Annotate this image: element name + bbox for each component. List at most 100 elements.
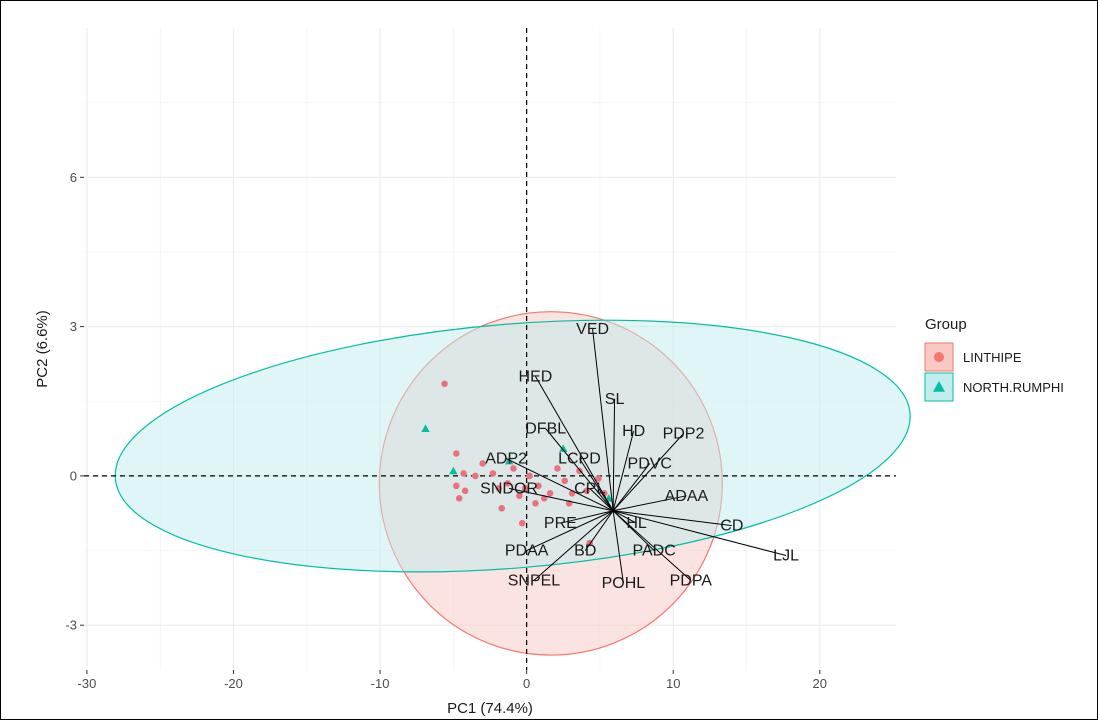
loading-arrow-hl	[612, 510, 637, 524]
point-linthipe	[472, 472, 479, 480]
point-linthipe	[546, 490, 554, 497]
loading-arrow-bd	[584, 510, 614, 551]
point-linthipe	[441, 380, 448, 388]
x-tick-label: -30	[78, 676, 97, 691]
point-north-rumphi	[559, 444, 568, 452]
loading-label-cd: CD	[720, 518, 743, 535]
point-linthipe	[495, 485, 503, 492]
point-linthipe	[526, 472, 533, 480]
point-linthipe	[479, 460, 486, 467]
legend-title: Group	[925, 316, 967, 333]
point-linthipe	[452, 450, 460, 457]
point-north-rumphi	[449, 466, 458, 475]
loading-vectors: VED HED SL DFBL HD PDP2 ADP2 LCPD PDVC SNDOR CPL AD…	[480, 321, 799, 592]
loading-arrow-pohl	[612, 510, 624, 583]
loading-label-pdaa: PDAA	[505, 543, 549, 560]
loading-label-sndor: SNDOR	[480, 480, 538, 497]
point-linthipe	[554, 465, 561, 472]
point-linthipe	[510, 465, 517, 472]
loading-label-ljl: LJL	[773, 548, 799, 565]
point-linthipe	[460, 470, 467, 477]
loading-label-pre: PRE	[544, 515, 577, 532]
point-linthipe	[595, 475, 602, 482]
loading-arrow-ljl	[612, 510, 787, 557]
x-tick-label: 20	[813, 676, 827, 691]
loading-label-ved: VED	[576, 321, 609, 338]
point-linthipe	[489, 470, 497, 477]
loading-arrow-hd	[612, 430, 635, 511]
reference-lines	[84, 28, 896, 670]
loading-arrow-pdpa	[612, 510, 692, 581]
loading-arrow-pdp2	[612, 433, 684, 512]
y-tick-label: 0	[70, 468, 77, 483]
loading-arrow-snpel	[533, 510, 614, 581]
ellipse-north-rumphi	[114, 319, 911, 573]
confidence-ellipses	[114, 311, 911, 656]
loading-arrow-pre	[560, 510, 614, 524]
loading-label-adaa: ADAA	[665, 488, 709, 505]
loading-label-adp2: ADP2	[485, 450, 527, 467]
loading-arrow-hed	[535, 376, 614, 511]
loading-arrow-adp2	[505, 458, 614, 512]
loading-label-padc: PADC	[633, 543, 676, 560]
legend-label: LINTHIPE	[963, 350, 1022, 365]
x-axis-ticks: -30 -20 -10 0 10 20	[78, 670, 827, 691]
loading-label-hl: HL	[626, 515, 647, 532]
loading-arrow-sndor	[508, 487, 614, 512]
loading-arrow-cd	[613, 510, 732, 527]
legend-label: NORTH.RUMPHI	[963, 380, 1064, 395]
point-linthipe	[532, 499, 539, 507]
loading-label-pdpa: PDPA	[670, 572, 713, 589]
point-linthipe	[452, 482, 460, 490]
point-linthipe	[504, 480, 511, 487]
data-points	[421, 380, 613, 547]
y-tick-label: 3	[70, 319, 77, 334]
loading-arrow-pdaa	[526, 510, 614, 552]
x-tick-label: 10	[666, 676, 680, 691]
loading-arrow-lcpd	[578, 458, 614, 512]
loading-arrow-cpl	[589, 487, 614, 512]
point-north-rumphi	[504, 456, 514, 465]
y-axis-ticks: -3 0 3 6	[65, 170, 84, 633]
loading-arrow-ved	[592, 329, 614, 511]
point-linthipe	[561, 477, 569, 485]
loading-label-bd: BD	[574, 543, 596, 560]
point-linthipe	[455, 495, 463, 502]
loading-label-cpl: CPL	[574, 480, 605, 497]
point-north-rumphi	[421, 424, 430, 432]
loading-label-hed: HED	[519, 368, 553, 385]
legend: Group LINTHIPE NORTH.RUMPHI	[924, 316, 1064, 402]
loading-label-sl: SL	[605, 391, 625, 408]
loading-label-pdvc: PDVC	[628, 455, 672, 472]
y-tick-label: 6	[70, 170, 77, 185]
loading-arrow-pdvc	[612, 463, 651, 512]
loading-arrow-dfbl	[545, 428, 614, 512]
x-tick-label: -20	[224, 676, 243, 691]
loading-label-pohl: POHL	[602, 575, 646, 592]
point-linthipe	[518, 519, 526, 527]
loading-label-hd: HD	[622, 423, 645, 440]
loading-arrow-sl	[612, 398, 616, 511]
legend-circle-icon	[934, 352, 944, 362]
x-tick-label: -10	[371, 676, 390, 691]
loading-label-dfbl: DFBL	[525, 421, 566, 438]
y-tick-label: -3	[65, 618, 77, 633]
legend-items: LINTHIPE NORTH.RUMPHI	[924, 342, 1064, 402]
point-linthipe	[521, 485, 529, 492]
loading-label-lcpd: LCPD	[558, 450, 601, 467]
loading-label-snpel: SNPEL	[508, 572, 561, 589]
point-linthipe	[516, 492, 523, 500]
point-linthipe	[498, 504, 506, 512]
legend-triangle-icon	[933, 381, 945, 392]
point-linthipe	[576, 467, 583, 475]
loading-arrow-adaa	[613, 495, 687, 512]
point-linthipe	[535, 482, 542, 490]
x-axis-title: PC1 (74.4%)	[447, 700, 533, 717]
x-tick-label: 0	[523, 676, 530, 691]
loading-label-pdp2: PDP2	[663, 426, 705, 443]
point-linthipe	[461, 487, 469, 495]
y-axis-title: PC2 (6.6%)	[34, 310, 51, 388]
point-linthipe	[583, 487, 591, 495]
